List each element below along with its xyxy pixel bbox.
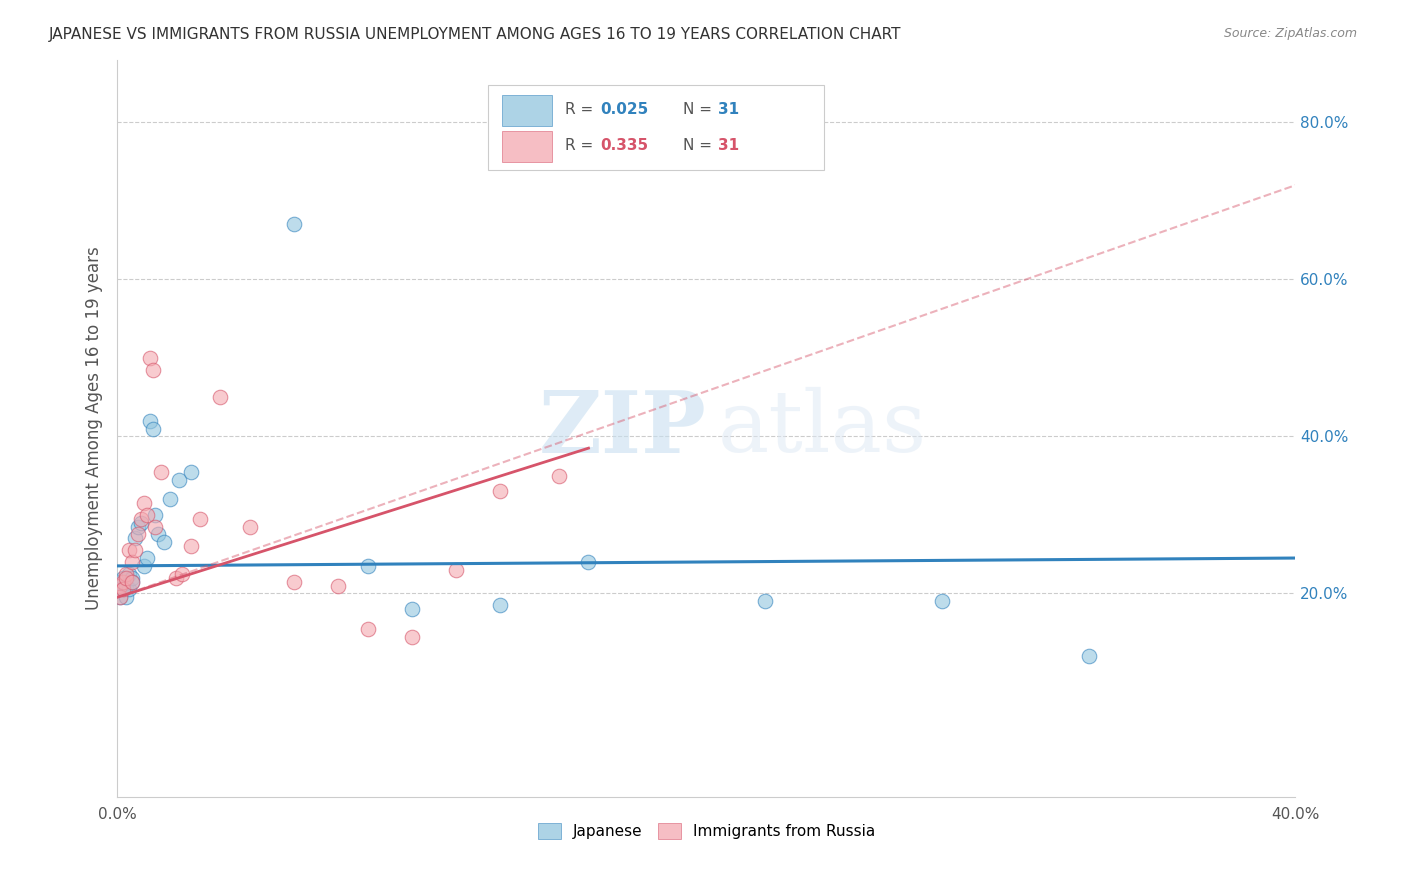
Point (931, 594, 953, 608)
Text: Source: ZipAtlas.com: Source: ZipAtlas.com (1223, 27, 1357, 40)
Text: ZIP: ZIP (538, 386, 706, 470)
Point (121, 574, 143, 589)
Point (115, 578, 138, 592)
Text: atlas: atlas (718, 387, 927, 470)
Point (127, 527, 149, 541)
Point (108, 578, 131, 592)
Point (209, 390, 232, 404)
FancyBboxPatch shape (502, 95, 553, 126)
Point (115, 571, 138, 585)
Point (444, 563, 467, 577)
Point (283, 574, 305, 589)
Point (124, 532, 146, 546)
Point (180, 539, 202, 553)
Point (115, 591, 138, 605)
Point (489, 484, 512, 499)
Point (326, 578, 349, 592)
Point (1078, 649, 1101, 664)
Legend: Japanese, Immigrants from Russia: Japanese, Immigrants from Russia (531, 817, 882, 845)
Point (118, 543, 141, 558)
Point (141, 421, 163, 435)
Point (165, 571, 187, 585)
Point (124, 543, 146, 558)
Point (138, 414, 160, 428)
Point (401, 602, 423, 616)
Point (170, 566, 193, 581)
Point (578, 555, 600, 569)
Text: N =: N = (683, 138, 717, 153)
Text: N =: N = (683, 103, 717, 117)
FancyBboxPatch shape (502, 131, 553, 162)
Point (129, 512, 152, 526)
Point (115, 566, 138, 581)
Point (135, 508, 157, 522)
Point (135, 551, 157, 566)
Point (112, 571, 135, 585)
FancyBboxPatch shape (488, 86, 824, 170)
Point (283, 218, 305, 232)
Point (356, 558, 378, 573)
Point (108, 591, 131, 605)
Point (121, 571, 143, 585)
Point (121, 574, 143, 589)
Point (148, 527, 170, 541)
Point (132, 496, 155, 510)
Text: JAPANESE VS IMMIGRANTS FROM RUSSIA UNEMPLOYMENT AMONG AGES 16 TO 19 YEARS CORREL: JAPANESE VS IMMIGRANTS FROM RUSSIA UNEMP… (49, 27, 901, 42)
Point (132, 558, 155, 573)
Point (159, 492, 181, 507)
Point (112, 574, 135, 589)
Text: 31: 31 (718, 138, 740, 153)
Point (108, 574, 131, 589)
Point (138, 351, 160, 365)
Point (118, 582, 141, 597)
Y-axis label: Unemployment Among Ages 16 to 19 years: Unemployment Among Ages 16 to 19 years (86, 247, 103, 610)
Text: 0.335: 0.335 (600, 138, 648, 153)
Point (153, 535, 176, 549)
Point (548, 468, 571, 483)
Point (141, 362, 163, 376)
Text: 31: 31 (718, 103, 740, 117)
Point (356, 622, 378, 636)
Point (145, 519, 167, 533)
Text: 0.025: 0.025 (600, 103, 648, 117)
Point (489, 598, 512, 612)
Point (145, 508, 167, 522)
Point (108, 591, 131, 605)
Point (180, 465, 202, 479)
Point (188, 512, 211, 526)
Point (129, 516, 152, 530)
Point (118, 566, 141, 581)
Text: R =: R = (565, 103, 598, 117)
Point (239, 519, 262, 533)
Point (167, 473, 190, 487)
Text: R =: R = (565, 138, 598, 153)
Point (150, 465, 173, 479)
Point (112, 582, 135, 597)
Point (754, 594, 776, 608)
Point (401, 630, 423, 644)
Point (121, 555, 143, 569)
Point (127, 519, 149, 533)
Point (112, 582, 135, 597)
